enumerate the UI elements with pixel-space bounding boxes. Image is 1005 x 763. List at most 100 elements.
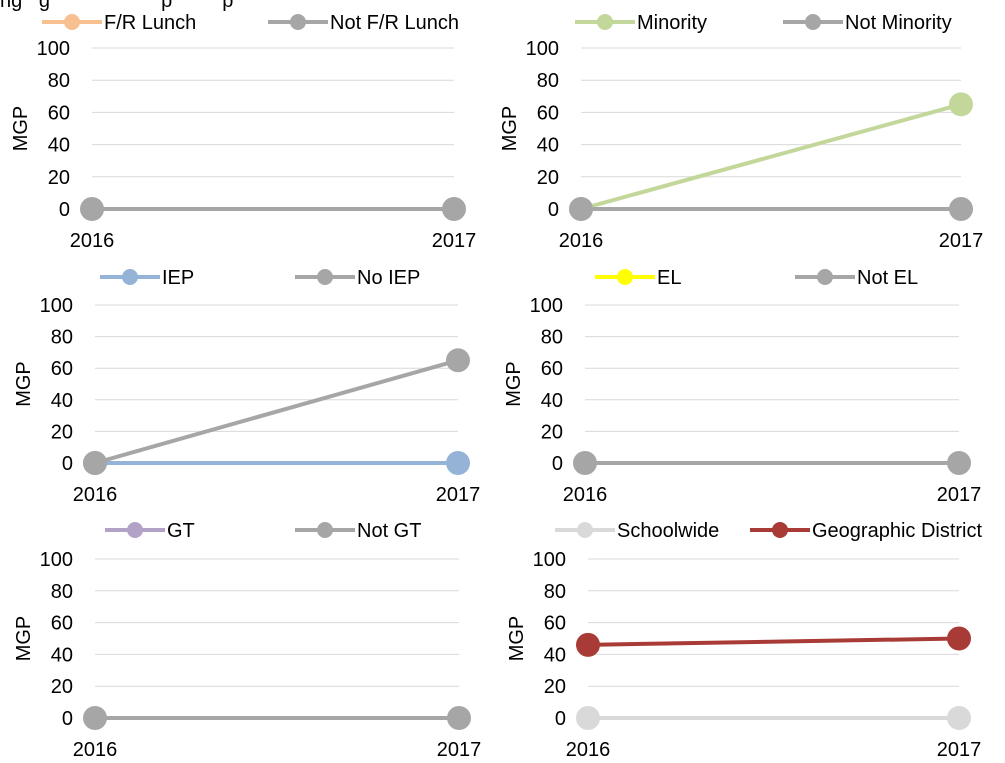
y-axis-label: MGP [503, 361, 525, 407]
y-tick-label: 80 [544, 581, 566, 603]
legend-entry: Schoolwide [555, 520, 719, 542]
y-tick-label: 80 [51, 581, 73, 603]
legend-entry: EL [595, 267, 681, 289]
data-point-iep [446, 451, 470, 475]
data-point-no-iep [446, 348, 470, 373]
y-tick-label: 100 [530, 295, 563, 317]
y-axis-label: MGP [499, 106, 521, 152]
y-axis-label: MGP [10, 106, 32, 152]
legend-label: Schoolwide [617, 520, 719, 542]
chart-panel-1: 0 20 40 60 80 100 MGP 2016 2017 F/R Lunch Not F/R … [10, 12, 476, 252]
legend-marker [290, 14, 306, 30]
legend-label: No IEP [357, 267, 420, 289]
data-point-not-gt [447, 706, 471, 730]
legend-marker [772, 522, 788, 538]
y-tick-label: 100 [40, 295, 73, 317]
y-axis-label: MGP [506, 616, 528, 662]
y-tick-label: 100 [40, 549, 73, 571]
y-tick-label: 20 [51, 676, 73, 698]
legend-label: Not F/R Lunch [330, 12, 459, 34]
x-tick-label: 2017 [437, 739, 482, 761]
y-tick-label: 100 [533, 549, 566, 571]
x-tick-label: 2017 [937, 739, 982, 761]
x-tick-label: 2017 [432, 230, 477, 252]
y-axis-label: MGP [13, 361, 35, 407]
data-point-not-f-r-lunch [80, 197, 104, 221]
legend-entry: Not F/R Lunch [268, 12, 459, 34]
chart-panel-5: 0 20 40 60 80 100 MGP 2016 2017 GT Not GT [13, 520, 481, 761]
y-tick-label: 0 [62, 708, 73, 730]
x-tick-label: 2017 [436, 484, 481, 506]
y-tick-label: 40 [541, 390, 563, 412]
legend-marker [64, 14, 80, 30]
y-tick-label: 100 [37, 38, 70, 60]
data-point-geographic-district [947, 626, 971, 651]
y-tick-label: 0 [548, 199, 559, 221]
y-tick-label: 60 [51, 613, 73, 635]
y-tick-label: 60 [544, 613, 566, 635]
series-line-geographic-district [587, 636, 960, 647]
y-tick-label: 20 [537, 167, 559, 189]
y-tick-label: 0 [555, 708, 566, 730]
y-tick-label: 100 [526, 38, 559, 60]
data-point-not-minority [569, 197, 593, 221]
legend-entry: No IEP [295, 267, 420, 289]
legend-entry: Minority [575, 12, 707, 34]
legend-marker [597, 14, 613, 30]
series-line-no-iep [94, 358, 459, 465]
legend-entry: Not EL [795, 267, 918, 289]
chart-panel-2: 0 20 40 60 80 100 MGP 2016 2017 Minority Not Minor… [499, 12, 983, 252]
legend-entry: Not GT [295, 520, 421, 542]
y-tick-label: 0 [552, 453, 563, 475]
y-tick-label: 80 [51, 327, 73, 349]
chart-title-fragment: ng g p p [0, 0, 234, 12]
legend-marker [122, 269, 138, 285]
y-tick-label: 40 [537, 135, 559, 157]
x-tick-label: 2016 [73, 484, 118, 506]
legend-marker [617, 269, 633, 285]
legend-label: Not GT [357, 520, 421, 542]
y-tick-label: 60 [48, 102, 70, 124]
legend-entry: F/R Lunch [42, 12, 196, 34]
legend-label: Not EL [857, 267, 918, 289]
chart-panel-3: 0 20 40 60 80 100 MGP 2016 2017 IEP No IEP [13, 267, 480, 506]
legend-label: EL [657, 267, 681, 289]
chart-panel-6: 0 20 40 60 80 100 MGP 2016 2017 Schoolwide Geograp… [506, 520, 983, 761]
y-tick-label: 40 [51, 390, 73, 412]
y-tick-label: 80 [48, 70, 70, 92]
y-tick-label: 80 [537, 70, 559, 92]
y-tick-label: 20 [541, 421, 563, 443]
data-point-schoolwide [576, 706, 600, 730]
y-tick-label: 20 [48, 167, 70, 189]
data-point-not-f-r-lunch [442, 197, 466, 221]
legend-label: Not Minority [845, 12, 952, 34]
legend-marker [817, 269, 833, 285]
y-tick-label: 20 [544, 676, 566, 698]
data-point-no-iep [83, 451, 107, 475]
data-point-not-el [573, 451, 597, 475]
legend-entry: Not Minority [783, 12, 952, 34]
y-tick-label: 40 [544, 644, 566, 666]
y-tick-label: 0 [59, 199, 70, 221]
x-tick-label: 2016 [70, 230, 115, 252]
y-tick-label: 60 [51, 358, 73, 380]
y-tick-label: 60 [537, 102, 559, 124]
legend-marker [317, 269, 333, 285]
y-tick-label: 40 [51, 644, 73, 666]
y-tick-label: 40 [48, 135, 70, 157]
legend-label: GT [167, 520, 195, 542]
data-point-minority [949, 92, 973, 117]
legend-entry: Geographic District [750, 520, 983, 542]
y-tick-label: 0 [62, 453, 73, 475]
x-tick-label: 2016 [559, 230, 604, 252]
legend-entry: IEP [100, 267, 194, 289]
y-tick-label: 80 [541, 327, 563, 349]
y-tick-label: 20 [51, 421, 73, 443]
legend-marker [317, 522, 333, 538]
x-tick-label: 2016 [566, 739, 611, 761]
legend-marker [805, 14, 821, 30]
data-point-not-el [947, 451, 971, 475]
legend-label: Minority [637, 12, 707, 34]
x-tick-label: 2017 [939, 230, 984, 252]
